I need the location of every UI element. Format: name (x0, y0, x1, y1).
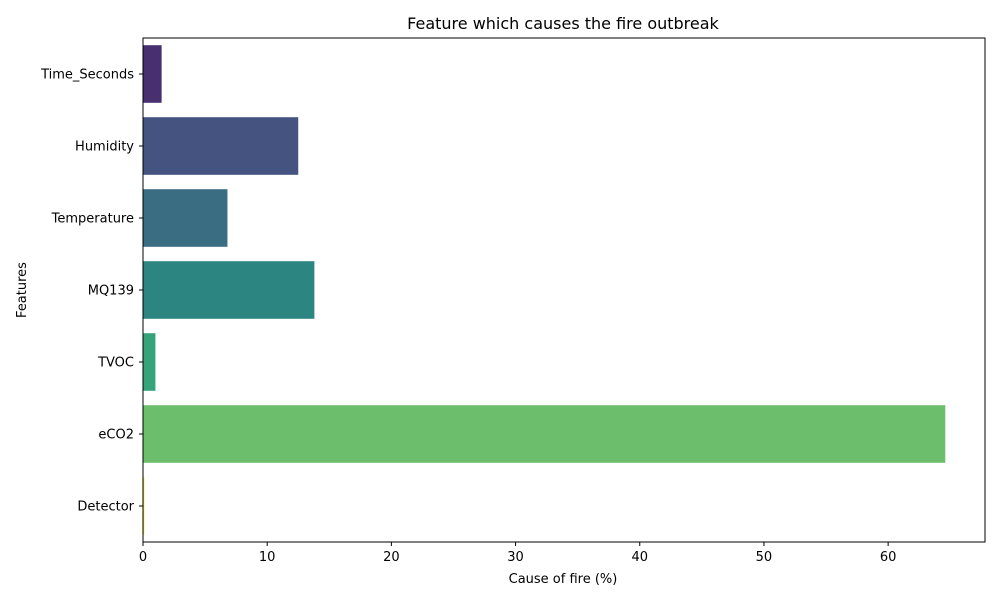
axes-layer: Time_Seconds Humidity Temperature MQ139 TVOC… (40, 68, 896, 566)
bar-tvoc (143, 333, 156, 391)
y-tick-label: Temperature (51, 212, 134, 227)
bar-eco2 (143, 405, 946, 463)
x-tick-label: 60 (880, 550, 897, 565)
y-tick-label: Detector (77, 500, 134, 515)
x-tick-label: 20 (383, 550, 400, 565)
x-tick-label: 0 (139, 550, 147, 565)
y-tick-label: MQ139 (88, 284, 134, 299)
y-tick-label: Time_Seconds (40, 68, 134, 83)
chart-title: Feature which causes the fire outbreak (407, 14, 719, 33)
x-tick-label: 10 (259, 550, 276, 565)
x-tick-label: 30 (507, 550, 524, 565)
y-tick-label: eCO2 (98, 428, 134, 443)
x-axis-label: Cause of fire (%) (509, 572, 618, 587)
bar-temperature (143, 189, 228, 247)
bar-detector (143, 477, 145, 535)
y-axis-label: Features (15, 262, 30, 318)
y-tick-label: TVOC (97, 356, 134, 371)
x-tick-label: 40 (631, 550, 648, 565)
x-tick-label: 50 (756, 550, 773, 565)
bars-layer (143, 45, 946, 535)
bar-humidity (143, 117, 299, 175)
y-tick-label: Humidity (75, 140, 134, 155)
plot-frame (142, 37, 986, 543)
bar-time-seconds (143, 45, 162, 103)
bar-mq139 (143, 261, 315, 319)
